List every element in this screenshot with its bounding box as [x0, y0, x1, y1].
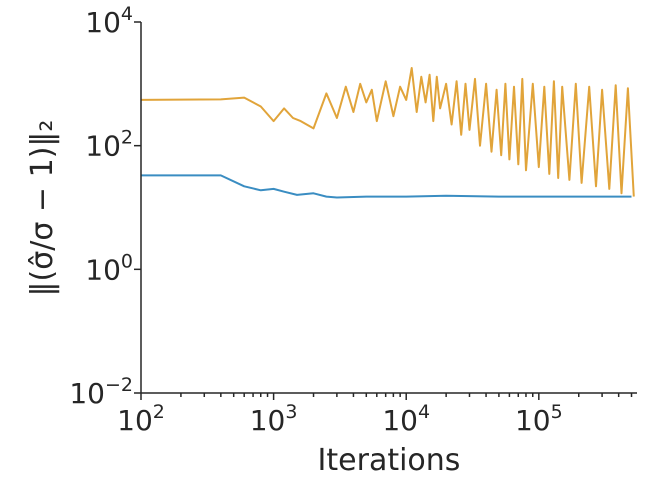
- ticks-layer: 102 103 104 105 10−2 100 102 104: [69, 3, 633, 437]
- series-line-0: [140, 67, 635, 197]
- y-axis-title: ‖(σ̂/σ − 1)‖₂: [25, 120, 60, 297]
- y-tick-label-1: 100: [85, 250, 133, 286]
- y-tick-label-0: 10−2: [69, 374, 133, 410]
- x-axis-title: Iterations: [318, 443, 461, 478]
- x-tick-label-3: 105: [515, 401, 563, 437]
- x-tick-label-1: 103: [250, 401, 298, 437]
- series-line-1: [141, 174, 632, 199]
- y-tick-label-3: 104: [85, 3, 133, 39]
- series-layer: [140, 67, 635, 199]
- y-tick-label-2: 102: [85, 127, 133, 163]
- x-tick-label-2: 104: [382, 401, 430, 437]
- x-tick-label-0: 102: [117, 401, 165, 437]
